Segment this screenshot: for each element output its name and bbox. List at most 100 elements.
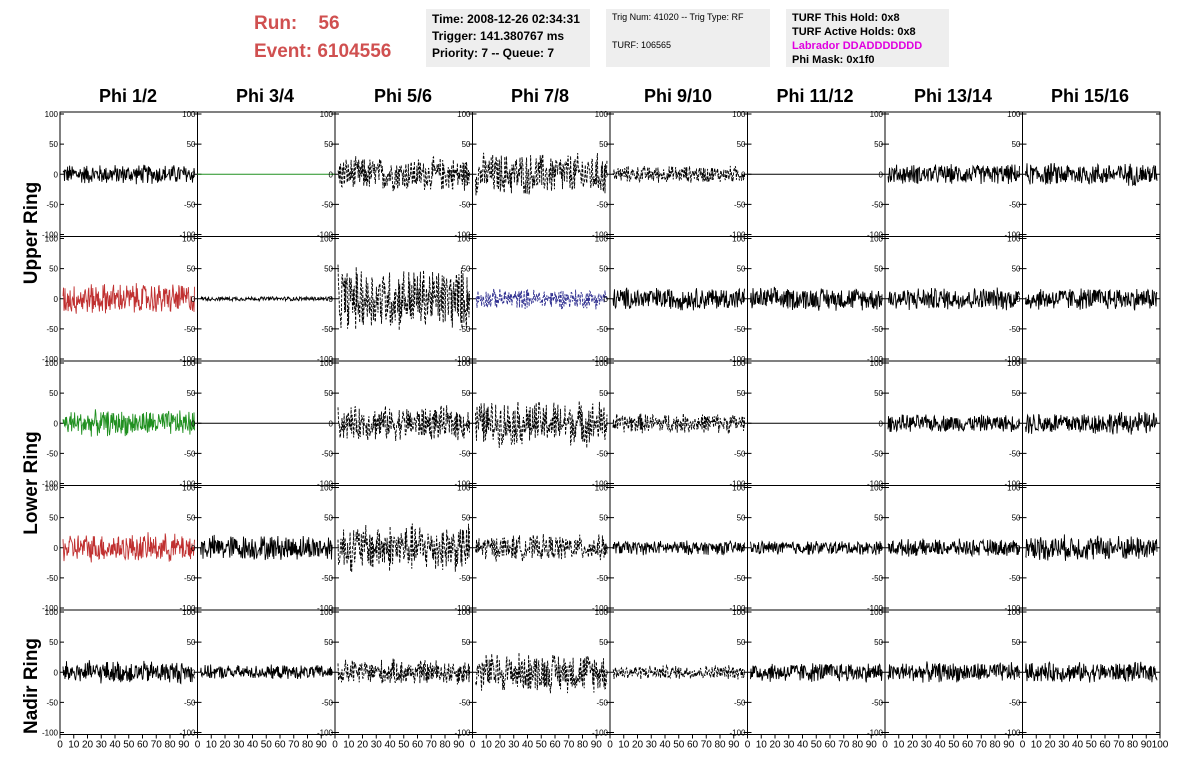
x-tick-label: 30 [783, 740, 795, 751]
y-tick-label: 50 [599, 638, 608, 647]
waveform-trace [612, 413, 745, 434]
waveform-trace [475, 652, 608, 694]
y-tick-label: 100 [182, 359, 196, 368]
waveform-trace [62, 164, 195, 185]
y-tick-label: 100 [1007, 110, 1021, 119]
y-tick-label: 100 [45, 110, 59, 119]
run-event-block: Run: 56 Event: 6104556 [254, 10, 391, 66]
y-tick-label: -50 [321, 698, 333, 707]
x-tick-label: 40 [247, 740, 259, 751]
y-tick-label: 0 [54, 544, 59, 553]
x-tick-label: 10 [343, 740, 355, 751]
y-tick-label: -100 [729, 480, 746, 489]
x-tick-label: 50 [948, 740, 960, 751]
y-tick-label: 0 [329, 544, 334, 553]
x-tick-label: 70 [976, 740, 988, 751]
waveform-panel: 100 50 0 -50 -100 [1004, 608, 1161, 738]
x-tick-label: 20 [219, 740, 231, 751]
x-tick-label: 70 [701, 740, 713, 751]
waveform-panel: 100 50 0 -50 -100 [317, 484, 473, 613]
y-tick-label: 0 [191, 419, 196, 428]
waveform-panel: 100 50 0 -50 -100 [729, 608, 886, 738]
y-tick-label: 50 [49, 265, 58, 274]
y-tick-label: 50 [324, 389, 333, 398]
y-tick-label: -50 [459, 449, 471, 458]
waveform-trace [887, 287, 1020, 311]
waveform-panel: 100 50 0 -50 -100 [454, 608, 611, 738]
waveform-trace [1025, 411, 1158, 435]
y-tick-label: 0 [466, 170, 471, 179]
x-tick-label: 50 [536, 740, 548, 751]
event-header: Run: 56 Event: 6104556 Time: 2008-12-26 … [0, 0, 1196, 80]
y-tick-label: -100 [729, 604, 746, 613]
y-tick-label: 0 [879, 170, 884, 179]
y-tick-label: 50 [324, 638, 333, 647]
y-tick-label: -50 [184, 698, 196, 707]
y-tick-label: 50 [462, 514, 471, 523]
y-tick-label: -50 [184, 449, 196, 458]
x-tick-label: 60 [962, 740, 974, 751]
trig-num-text: Trig Num: 41020 -- Trig Type: RF [612, 12, 744, 22]
y-tick-label: 50 [462, 638, 471, 647]
y-tick-label: 50 [874, 638, 883, 647]
x-tick-label: 60 [687, 740, 699, 751]
y-tick-label: 50 [49, 514, 58, 523]
y-tick-label: -100 [179, 480, 196, 489]
x-tick-label: 40 [384, 740, 396, 751]
waveform-panel: 100 50 0 -50 -100 [592, 484, 748, 613]
column-header-phi-1-2: Phi 1/2 [98, 86, 158, 106]
waveform-panel: 100 50 0 -50 -100 [179, 359, 336, 489]
x-tick-label: 70 [563, 740, 575, 751]
time-text: Time: 2008-12-26 02:34:31 [432, 12, 580, 26]
y-tick-label: 50 [187, 389, 196, 398]
x-tick-label: 20 [82, 740, 94, 751]
waveform-trace [337, 523, 470, 573]
x-tick-label: 50 [398, 740, 410, 751]
x-tick-label: 20 [1044, 740, 1056, 751]
x-tick-label: 90 [728, 740, 740, 751]
y-tick-label: -50 [871, 200, 883, 209]
y-tick-label: -50 [321, 449, 333, 458]
y-tick-label: 100 [732, 608, 746, 617]
y-tick-label: 100 [457, 608, 471, 617]
y-tick-label: 100 [320, 110, 334, 119]
waveform-panel: 100 50 0 -50 -100 [729, 235, 886, 364]
x-tick-label: 100 [1152, 740, 1169, 751]
waveform-trace [612, 165, 745, 183]
y-tick-label: 50 [462, 140, 471, 149]
x-tick-label: 80 [439, 740, 451, 751]
x-tick-label: 50 [261, 740, 273, 751]
waveform-panel: 100 50 0 -50 -100 [317, 608, 473, 738]
x-tick-label: 30 [233, 740, 245, 751]
y-tick-label: 0 [879, 295, 884, 304]
column-header-phi-5-6: Phi 5/6 [373, 86, 433, 106]
waveform-trace [62, 660, 195, 685]
y-tick-label: -50 [871, 449, 883, 458]
waveform-panel: 100 50 0 -50 -100 [317, 110, 473, 240]
y-tick-label: -100 [317, 604, 334, 613]
waveform-panel: 100 50 0 -50 -100 [179, 608, 336, 738]
y-tick-label: -100 [42, 231, 59, 240]
y-tick-label: 50 [49, 389, 58, 398]
y-tick-label: -100 [317, 231, 334, 240]
y-tick-label: 100 [595, 484, 609, 493]
y-tick-label: 50 [49, 140, 58, 149]
y-tick-label: 100 [182, 608, 196, 617]
y-tick-label: -50 [46, 325, 58, 334]
y-tick-label: 0 [329, 170, 334, 179]
waveform-panel: 100 50 0 -50 -100 [1004, 359, 1161, 489]
y-tick-label: 0 [329, 668, 334, 677]
y-tick-label: -50 [184, 200, 196, 209]
y-tick-label: 0 [466, 668, 471, 677]
y-tick-label: 0 [879, 544, 884, 553]
column-header-phi-15-16: Phi 15/16 [1050, 86, 1130, 106]
x-tick-label: 80 [164, 740, 176, 751]
x-tick-label: 40 [934, 740, 946, 751]
y-tick-label: -100 [592, 231, 609, 240]
y-tick-label: -100 [592, 729, 609, 738]
waveform-panel: 100 50 0 -50 -100 [42, 359, 198, 489]
y-tick-label: 100 [595, 110, 609, 119]
y-tick-label: 100 [1007, 484, 1021, 493]
x-tick-label: 0 [57, 740, 63, 751]
x-tick-label: 70 [426, 740, 438, 751]
